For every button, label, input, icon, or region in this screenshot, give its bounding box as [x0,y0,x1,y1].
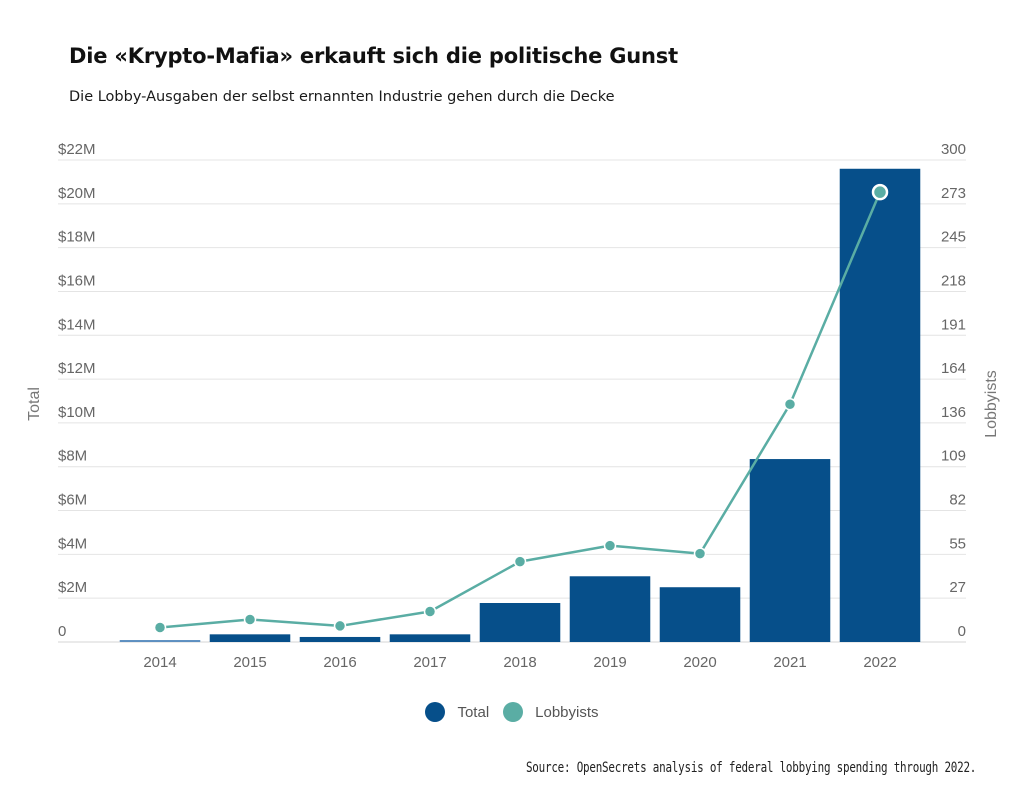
bar-total-2020 [659,587,741,642]
y-left-tick-label: $18M [58,229,96,246]
legend-label-total: Total [457,703,490,721]
bar-total-2019 [569,576,651,642]
right-axis-ticks: 0 27 55 82 109 136 164 191 218 245 273 300 [941,141,966,640]
y-left-tick-label: $8M [58,448,87,465]
point-lobbyists-2015 [243,613,257,626]
legend-item-total[interactable]: Total [425,702,489,722]
y-left-tick-label: $10M [58,404,96,421]
y-right-tick-label: 164 [941,360,966,377]
legend-item-lobbyists[interactable]: Lobbyists [503,702,599,722]
y-right-tick-label: 109 [941,448,966,465]
x-tick-label: 2021 [773,654,806,671]
x-tick-label: 2018 [503,654,536,671]
bar-total-2014 [119,640,201,642]
y-left-tick-label: $4M [58,535,87,552]
x-tick-label: 2022 [863,654,896,671]
point-lobbyists-2017 [423,605,437,618]
bar-total-2018 [479,603,561,642]
y-left-tick-label: 0 [58,623,66,640]
y-left-tick-label: $6M [58,492,87,509]
y-right-tick-label: 82 [949,492,966,509]
point-lobbyists-2018 [513,555,527,568]
x-tick-label: 2014 [143,654,176,671]
bar-total-2017 [389,634,471,642]
y-left-tick-label: $12M [58,360,96,377]
chart-subtitle: Die Lobby-Ausgaben der selbst ernannten … [69,89,615,105]
bar-total-2016 [299,636,381,642]
point-lobbyists-2014 [153,621,167,634]
source-note: Source: OpenSecrets analysis of federal … [525,760,976,776]
y-right-tick-label: 300 [941,141,966,158]
point-lobbyists-2020 [693,547,707,560]
legend-swatch-lobbyists [503,702,524,722]
line-lobbyists [153,183,889,634]
y-right-tick-label: 136 [941,404,966,421]
chart-title: Die «Krypto-Mafia» erkauft sich die poli… [69,44,678,68]
y-left-tick-label: $16M [58,272,96,289]
y-axis-left-title: Total [26,387,43,421]
y-right-tick-label: 27 [949,579,966,596]
y-right-tick-label: 55 [949,535,966,552]
legend-label-lobbyists: Lobbyists [535,703,599,721]
point-lobbyists-2022 [871,183,889,201]
y-right-tick-label: 191 [941,316,966,333]
y-right-tick-label: 273 [941,185,966,202]
bars-total [119,168,921,642]
point-lobbyists-2019 [603,539,617,552]
bar-total-2021 [749,459,831,642]
legend: Total Lobbyists [0,702,1024,722]
x-tick-label: 2016 [323,654,356,671]
chart-area: 0 $2M $4M $6M $8M $10M $12M $14M $16M $18M $20M $22… [26,141,1000,671]
point-lobbyists-2016 [333,619,347,633]
x-tick-label: 2019 [593,654,626,671]
left-axis-ticks: 0 $2M $4M $6M $8M $10M $12M $14M $16M $18M $20M $22… [58,141,96,640]
x-tick-label: 2017 [413,654,446,671]
y-left-tick-label: $20M [58,185,96,202]
bar-total-2015 [209,634,291,642]
y-right-tick-label: 245 [941,229,966,246]
x-tick-label: 2015 [233,654,266,671]
x-axis-ticks: 2014 2015 2016 2017 2018 2019 2020 2021 2022 [143,654,896,671]
y-left-tick-label: $2M [58,579,87,596]
point-lobbyists-2021 [783,397,797,411]
y-right-tick-label: 218 [941,272,966,289]
y-left-tick-label: $22M [58,141,96,158]
y-right-tick-label: 0 [958,623,966,640]
x-tick-label: 2020 [683,654,716,671]
bar-total-2022 [839,168,921,642]
y-axis-right-title: Lobbyists [983,370,1000,438]
legend-swatch-total [425,702,446,722]
y-left-tick-label: $14M [58,316,96,333]
